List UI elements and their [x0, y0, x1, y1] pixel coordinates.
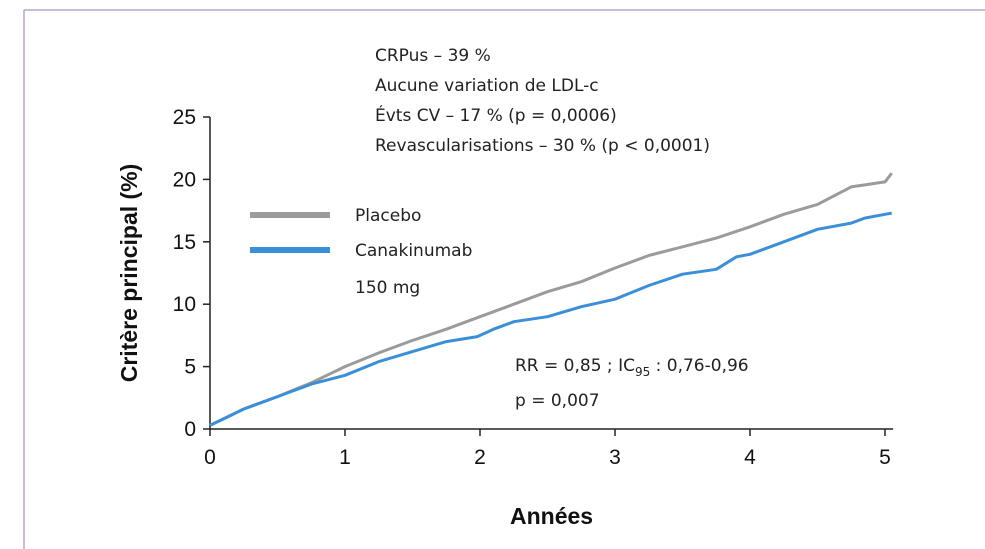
x-tick-label: 0 — [204, 446, 216, 469]
y-tick-label: 10 — [173, 293, 196, 316]
p-value: p = 0,007 — [515, 391, 600, 411]
x-tick-label: 4 — [744, 446, 756, 469]
series-line — [209, 172, 893, 427]
y-tick-label: 20 — [173, 168, 196, 191]
annotation: Revascularisations – 30 % (p < 0,0001) — [375, 136, 710, 156]
stats-subscript: 95 — [635, 365, 650, 379]
legend-label: Canakinumab 150 mg — [355, 241, 472, 298]
x-tick-label: 3 — [609, 446, 621, 469]
y-tick-label: 25 — [173, 106, 196, 129]
x-tick-label: 1 — [339, 446, 351, 469]
series-line — [209, 211, 892, 427]
legend-label-line: 150 mg — [355, 278, 420, 298]
x-axis-label: Années — [510, 503, 593, 529]
annotation: CRPus – 39 % — [375, 46, 491, 66]
stats-annotation: RR = 0,85 ; IC95 : 0,76-0,96 — [515, 356, 749, 379]
x-tick-label: 2 — [474, 446, 486, 469]
y-tick-label: 15 — [173, 231, 196, 254]
y-tick-label: 0 — [184, 418, 196, 441]
annotation: Aucune variation de LDL-c — [375, 76, 599, 96]
y-axis-label: Critère principal (%) — [116, 164, 142, 383]
stats-text: RR = 0,85 ; IC — [515, 356, 635, 376]
stats-text-after: : 0,76-0,96 — [650, 356, 748, 376]
x-tick-label: 5 — [879, 446, 891, 469]
y-tick-label: 5 — [184, 356, 196, 379]
legend-label: Placebo — [355, 206, 421, 226]
legend-label-line: Canakinumab — [355, 241, 472, 261]
annotation: Évts CV – 17 % (p = 0,0006) — [375, 104, 617, 126]
